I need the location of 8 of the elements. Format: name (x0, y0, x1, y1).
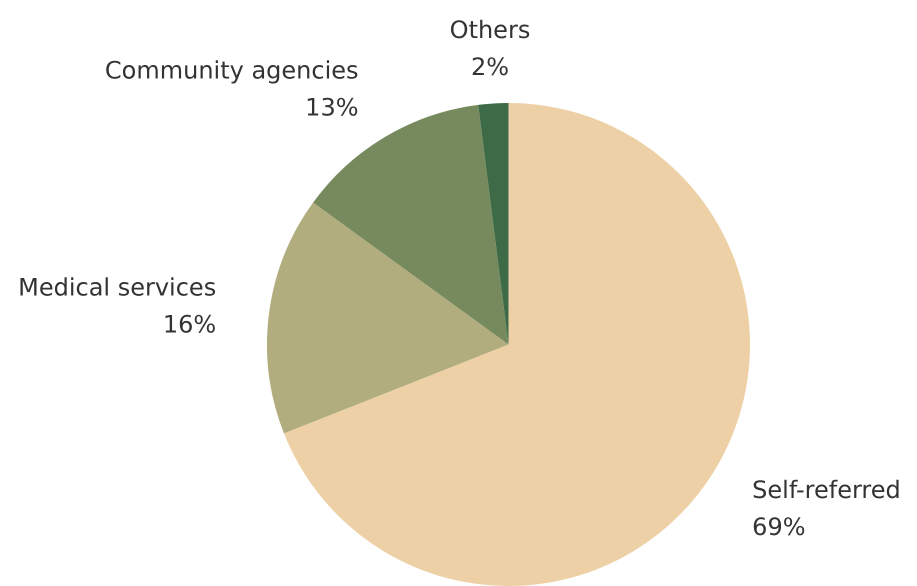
slice-label: Self-referred (752, 476, 901, 504)
data-label: 13% (305, 94, 359, 122)
data-label: 2% (470, 53, 510, 82)
slice-label: Community agencies (104, 56, 359, 85)
data-label: 69% (752, 512, 806, 541)
data-label: 16% (162, 310, 216, 338)
slice-label: Medical services (18, 273, 216, 302)
slice-label: Others (450, 16, 530, 44)
